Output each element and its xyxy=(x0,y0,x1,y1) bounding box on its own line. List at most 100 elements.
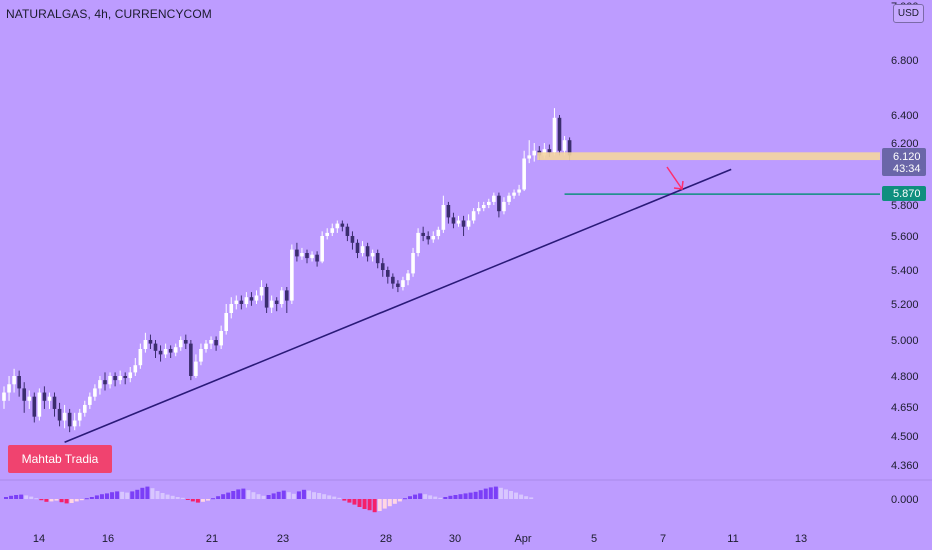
oscillator-bar xyxy=(216,496,221,499)
candle-body xyxy=(259,287,264,296)
candle xyxy=(62,404,67,429)
oscillator-bar xyxy=(110,492,115,499)
oscillator-bar xyxy=(175,497,180,499)
candle-body xyxy=(184,340,188,344)
oscillator-bar xyxy=(448,495,453,499)
oscillator-bar xyxy=(423,494,428,499)
oscillator-bar xyxy=(84,498,89,500)
candle-body xyxy=(527,155,531,159)
oscillator-bar xyxy=(322,494,327,499)
candle xyxy=(441,195,446,233)
candle xyxy=(199,343,203,366)
candle xyxy=(355,239,360,259)
candle xyxy=(123,372,127,385)
currency-badge[interactable]: USD xyxy=(892,4,924,23)
oscillator-bar xyxy=(503,489,508,499)
oscillator-bar xyxy=(519,494,524,499)
candle-body xyxy=(567,140,572,156)
candle xyxy=(411,247,415,277)
candle xyxy=(497,192,501,218)
oscillator-bar xyxy=(185,499,190,500)
oscillator-bar xyxy=(79,499,84,501)
price-tick-label: 5.800 xyxy=(891,200,919,212)
candle-body xyxy=(471,211,476,221)
oscillator-bar xyxy=(165,494,170,499)
candle-body xyxy=(285,290,289,301)
candle-body xyxy=(446,205,451,218)
candle xyxy=(456,215,461,227)
oscillator-bar xyxy=(296,491,301,499)
time-tick-label: 28 xyxy=(380,533,392,545)
candle xyxy=(431,231,436,243)
candle xyxy=(269,295,274,313)
candle-body xyxy=(461,220,466,227)
candle xyxy=(522,150,526,192)
candle xyxy=(386,266,390,284)
candle xyxy=(330,223,335,236)
time-tick-label: Apr xyxy=(514,533,531,545)
oscillator-bar xyxy=(261,495,266,499)
candle-body xyxy=(229,304,234,313)
candle-body xyxy=(168,349,173,353)
oscillator-bar xyxy=(251,492,256,499)
oscillator-bar xyxy=(246,490,251,499)
oscillator-bar xyxy=(140,487,145,499)
oscillator-bar xyxy=(24,495,29,499)
oscillator-bar xyxy=(514,492,519,499)
drawings-layer xyxy=(64,152,880,443)
candle xyxy=(487,198,491,209)
candle-body xyxy=(178,340,183,348)
candle-body xyxy=(234,300,239,304)
candle-body xyxy=(360,246,365,253)
candle-body xyxy=(148,340,153,344)
candle xyxy=(532,143,537,162)
candle-body xyxy=(189,343,193,376)
candle-body xyxy=(391,276,395,284)
time-tick-label: 7 xyxy=(660,533,666,545)
oscillator-bar xyxy=(44,499,49,502)
oscillator-bar xyxy=(458,494,463,499)
oscillator-bar xyxy=(135,489,140,499)
candle-body xyxy=(345,226,350,236)
oscillator-bar xyxy=(281,490,286,499)
price-tick-label: 5.600 xyxy=(891,231,919,243)
oscillator-bar xyxy=(286,492,291,499)
candle xyxy=(234,295,239,310)
oscillator-bar xyxy=(150,488,155,499)
oscillator-bar xyxy=(428,495,433,499)
candle xyxy=(345,223,350,242)
candle-body xyxy=(487,201,491,205)
candle xyxy=(517,184,521,196)
oscillator-bar xyxy=(433,496,438,499)
candle-body xyxy=(476,208,481,212)
candle-body xyxy=(138,349,143,366)
candle-body xyxy=(386,270,390,277)
candle-body xyxy=(77,412,82,421)
candle-body xyxy=(128,372,133,379)
candle xyxy=(300,247,304,260)
time-tick-label: 23 xyxy=(277,533,289,545)
candle xyxy=(153,340,158,358)
candle-body xyxy=(492,195,496,202)
candle xyxy=(103,372,107,391)
candle xyxy=(259,280,264,301)
candle-body xyxy=(380,263,385,270)
oscillator-bar xyxy=(155,491,160,499)
candle-body xyxy=(365,246,370,257)
candle-body xyxy=(199,349,203,362)
candle-body xyxy=(547,149,552,153)
oscillator-bar xyxy=(342,499,347,501)
oscillator-bar xyxy=(271,493,276,499)
arrow-head xyxy=(673,180,684,190)
candle-body xyxy=(37,392,42,417)
oscillator-bar xyxy=(89,497,94,499)
oscillator-bar xyxy=(478,490,483,499)
candle xyxy=(47,392,52,409)
candle-body xyxy=(562,140,567,151)
candle-body xyxy=(497,195,501,212)
candle-body xyxy=(451,217,456,224)
candle xyxy=(88,392,92,409)
candle xyxy=(476,201,481,215)
